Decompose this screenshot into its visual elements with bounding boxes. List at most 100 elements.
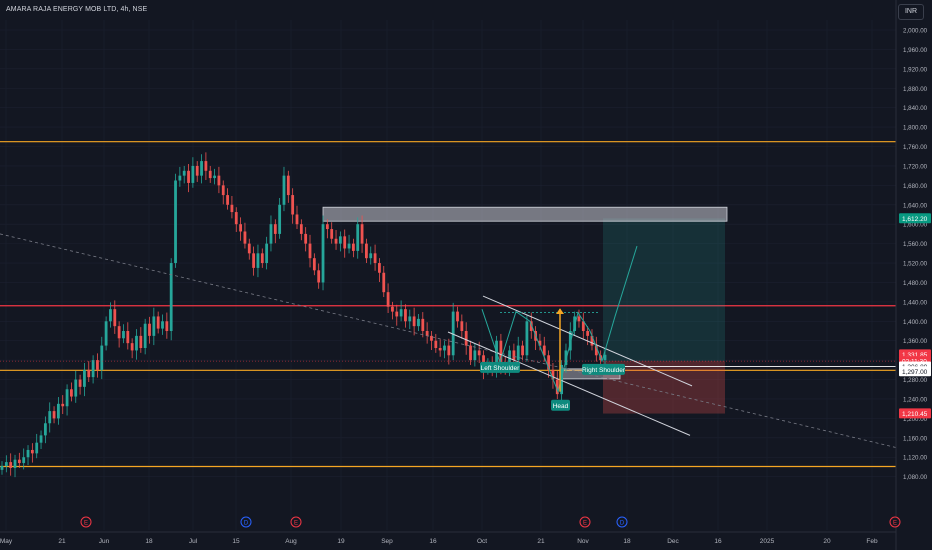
candle-body — [9, 462, 13, 468]
candle-body — [291, 195, 295, 215]
candle-body — [525, 321, 529, 356]
candle-body — [0, 465, 4, 470]
price-tag-label: 1,297.00 — [902, 369, 928, 376]
candle-body — [512, 350, 516, 361]
candle-body — [139, 335, 143, 349]
x-tick-label: May — [0, 538, 13, 545]
candle-body — [182, 170, 186, 176]
candle-body — [373, 253, 377, 264]
candle-body — [91, 360, 95, 378]
candle-body — [299, 224, 303, 234]
candle-body — [447, 345, 451, 356]
y-tick-label: 1,720.00 — [903, 163, 928, 170]
candle-body — [269, 224, 273, 244]
candle-body — [252, 253, 256, 268]
candle-body — [603, 354, 607, 361]
pattern-label: Left Shoulder — [481, 365, 521, 372]
candle-body — [286, 175, 290, 196]
y-axis: 1,080.00 1,120.00 1,160.00 1,200.00 1,240.00… — [895, 0, 928, 550]
price-tags: 1,612.201,331.8502:11:301,306.801,297.00… — [899, 213, 931, 419]
y-tick-label: 1,960.00 — [903, 47, 928, 54]
candle-body — [594, 345, 598, 356]
chart-title: AMARA RAJA ENERGY MOB LTD, 4h, NSE — [6, 6, 148, 13]
price-tag — [899, 408, 931, 419]
candle-body — [65, 389, 69, 407]
price-tag-label: 1,331.85 — [902, 352, 928, 359]
candle-body — [52, 411, 56, 419]
x-tick-label: 2025 — [760, 538, 775, 545]
price-tag-label: 1,612.20 — [902, 216, 928, 223]
channel-upper-line — [482, 295, 693, 387]
y-tick-label: 1,920.00 — [903, 66, 928, 73]
y-tick-label: 1,680.00 — [903, 183, 928, 190]
price-tag — [899, 366, 931, 377]
x-tick-label: 16 — [429, 538, 437, 545]
candle-body — [4, 462, 8, 466]
y-tick-label: 1,440.00 — [903, 299, 928, 306]
candle-body — [22, 457, 26, 464]
y-tick-label: 1,760.00 — [903, 144, 928, 151]
candle-body — [312, 258, 316, 271]
candle-body — [195, 165, 199, 176]
candle-body — [325, 224, 329, 230]
candle-body — [191, 165, 195, 183]
x-tick-label: Jun — [99, 538, 110, 545]
y-tick-label: 1,560.00 — [903, 241, 928, 248]
candle-body — [256, 253, 260, 268]
candle-body — [204, 161, 208, 171]
channel-lower-line — [447, 331, 691, 436]
candle-body — [508, 350, 511, 370]
candle-body — [460, 321, 464, 332]
event-marker-label: E — [84, 521, 88, 527]
candle-body — [61, 403, 65, 407]
candle-body — [113, 309, 117, 327]
candle-body — [356, 224, 360, 251]
candle-body — [74, 379, 78, 397]
candle-body — [282, 175, 286, 205]
candle-body — [83, 369, 86, 387]
x-axis: May 21 Jun 18 Jul 15 Aug 19 Sep 16 Oct 21 Nov 18 Dec 16… — [0, 531, 896, 545]
candle-body — [321, 224, 325, 283]
candle-body — [577, 316, 581, 322]
candle-body — [26, 449, 30, 458]
trade-zones — [322, 206, 728, 414]
candle-body — [499, 340, 503, 365]
candle-body — [464, 331, 468, 346]
candle-body — [152, 316, 156, 336]
candle-body — [295, 214, 299, 225]
candle-body — [96, 360, 99, 370]
candle-body — [529, 321, 533, 332]
candle-body — [521, 345, 524, 356]
candle-body — [122, 331, 125, 339]
arrow-head — [556, 308, 564, 315]
pattern-label-bg — [582, 363, 625, 375]
candle-body — [100, 345, 104, 370]
candle-body — [586, 331, 590, 336]
candle-body — [338, 236, 342, 244]
candle-body — [516, 345, 520, 361]
event-marker — [579, 516, 591, 528]
x-tick-label: 21 — [58, 538, 66, 545]
y-tick-label: 1,880.00 — [903, 86, 928, 93]
x-tick-label: Nov — [577, 538, 589, 545]
candle-body — [56, 403, 60, 419]
candle-body — [208, 170, 212, 179]
candle-body — [148, 323, 151, 336]
candle-body — [265, 243, 269, 264]
candle-body — [564, 350, 568, 365]
candle-body — [30, 449, 34, 454]
candle-body — [243, 231, 247, 244]
currency-button[interactable]: INR — [898, 4, 924, 20]
candle-body — [343, 236, 347, 249]
candle-body — [451, 311, 455, 356]
x-tick-label: 19 — [337, 538, 345, 545]
candle-body — [48, 411, 52, 424]
candle-body — [555, 379, 559, 395]
event-marker — [80, 516, 92, 528]
pattern-label: Head — [553, 403, 569, 410]
candle-body — [391, 306, 394, 312]
horizontal-levels — [0, 141, 896, 468]
